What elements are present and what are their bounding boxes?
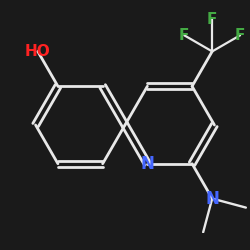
Text: HO: HO — [25, 44, 51, 59]
Text: F: F — [179, 28, 190, 43]
Text: F: F — [207, 12, 217, 27]
Text: N: N — [140, 155, 154, 173]
Text: F: F — [235, 28, 245, 43]
Text: N: N — [205, 190, 219, 208]
